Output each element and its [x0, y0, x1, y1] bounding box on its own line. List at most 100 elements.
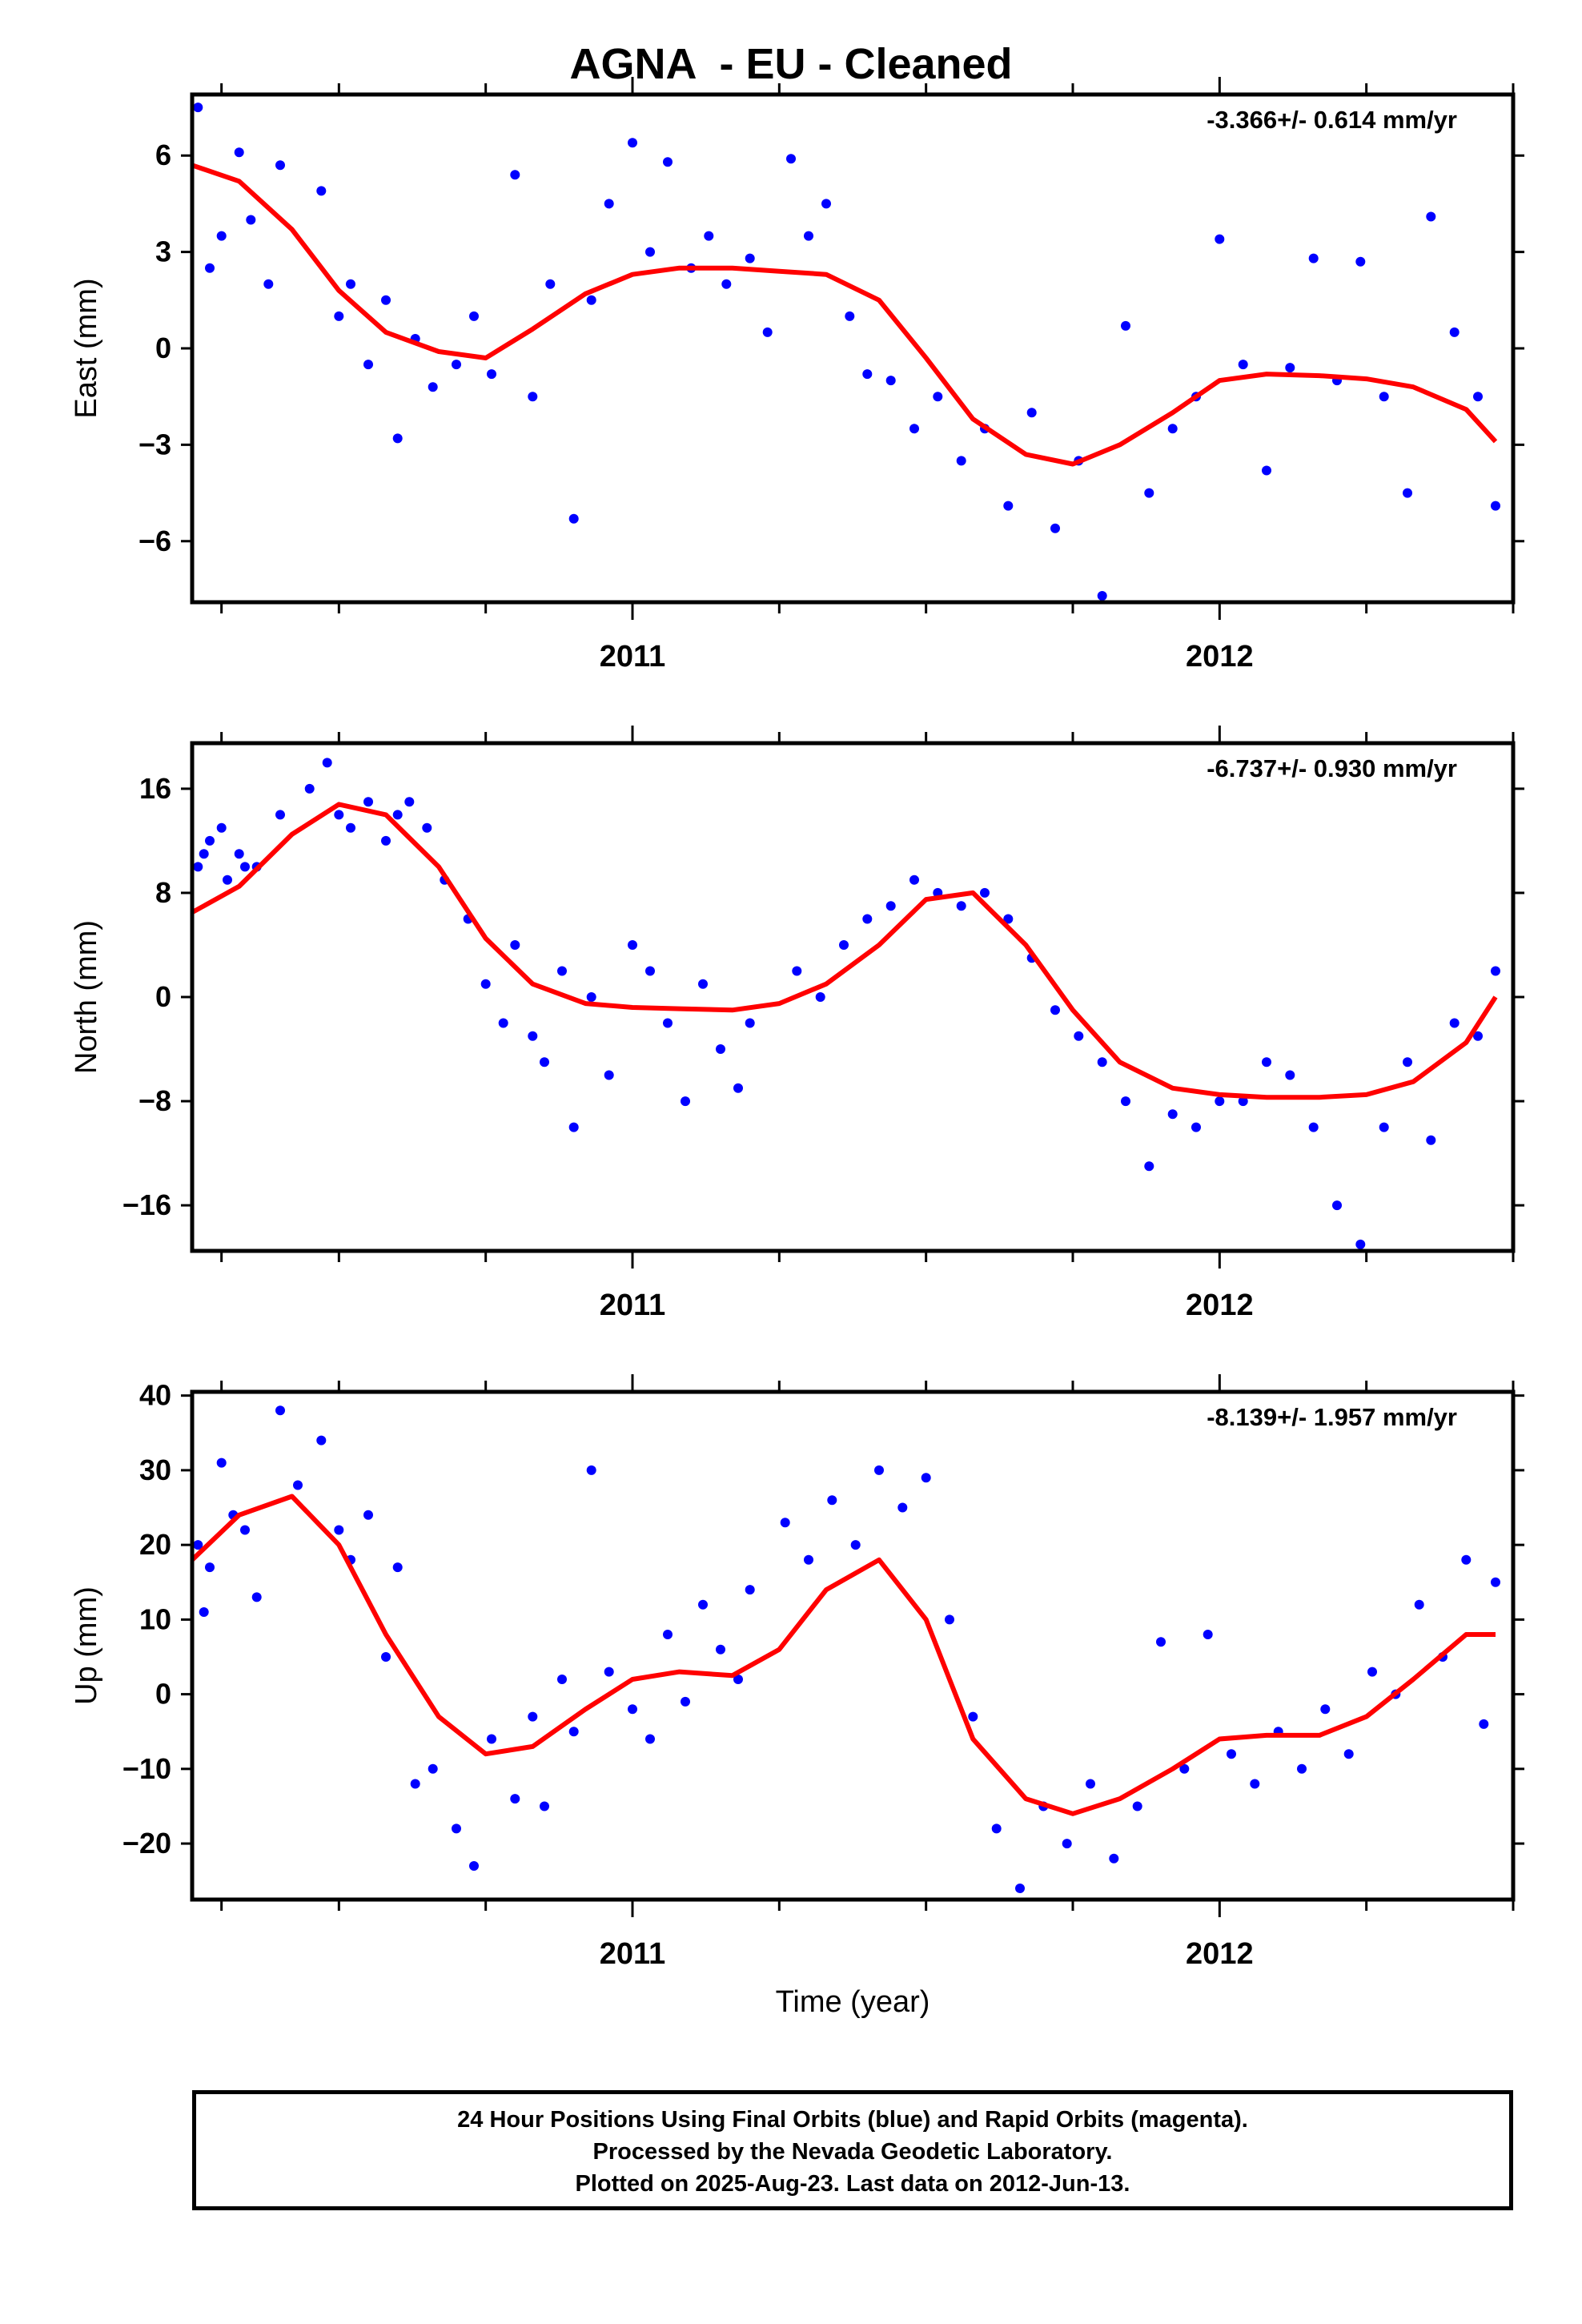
north-data-point	[1097, 1057, 1107, 1068]
east-data-point	[234, 147, 244, 158]
north-data-point	[540, 1057, 549, 1068]
north-data-point	[663, 1018, 673, 1028]
up-data-point	[897, 1502, 908, 1513]
east-ytick-label: −3	[139, 428, 171, 460]
north-data-point	[1379, 1122, 1389, 1132]
north-data-point	[205, 835, 215, 846]
east-data-point	[745, 253, 755, 263]
east-data-point	[1403, 488, 1412, 498]
east-data-point	[804, 231, 813, 241]
up-data-point	[1414, 1599, 1424, 1610]
east-plot-frame	[190, 92, 1516, 605]
east-data-point	[1285, 363, 1295, 373]
east-data-point	[316, 186, 327, 196]
footer-info-box: 24 Hour Positions Using Final Orbits (bl…	[192, 2090, 1513, 2210]
north-data-point	[604, 1070, 614, 1080]
up-data-point	[540, 1801, 549, 1811]
up-data-point	[363, 1510, 373, 1520]
up-data-point	[968, 1711, 978, 1722]
north-data-point	[698, 979, 708, 989]
east-data-point	[1215, 234, 1225, 244]
east-data-point	[346, 279, 355, 289]
north-fit-line	[192, 802, 1498, 1100]
north-data-point	[363, 797, 373, 807]
north-data-point	[1355, 1239, 1366, 1249]
north-data-point	[716, 1044, 725, 1054]
up-data-point	[1367, 1667, 1377, 1677]
up-data-point	[216, 1458, 227, 1468]
up-data-point	[1179, 1763, 1190, 1774]
east-data-point	[628, 138, 637, 148]
east-data-point	[1238, 360, 1248, 370]
up-data-point	[874, 1465, 884, 1475]
up-data-point	[628, 1704, 637, 1715]
east-data-point	[246, 215, 256, 225]
north-data-point	[1121, 1096, 1130, 1107]
up-data-point	[1479, 1719, 1489, 1729]
up-data-point	[410, 1779, 420, 1789]
footer-line-1: 24 Hour Positions Using Final Orbits (bl…	[457, 2107, 1248, 2133]
north-data-point	[1491, 966, 1500, 976]
north-data-point	[645, 966, 655, 976]
east-data-point	[568, 513, 579, 524]
east-data-point	[1449, 327, 1460, 337]
north-data-point	[240, 862, 250, 872]
up-data-point	[1109, 1853, 1119, 1864]
north-data-point	[862, 914, 873, 924]
up-data-point	[827, 1495, 837, 1506]
north-ytick-label: 0	[155, 980, 171, 1013]
east-data-point	[1050, 523, 1060, 533]
east-data-point	[663, 157, 673, 167]
up-data-point	[452, 1823, 461, 1834]
north-data-point	[745, 1018, 755, 1028]
up-x-axis-label: Time (year)	[776, 1985, 930, 2019]
north-points	[193, 758, 1500, 1249]
north-data-point	[275, 810, 285, 820]
east-data-point	[586, 295, 596, 305]
north-data-point	[815, 992, 825, 1002]
east-data-point	[786, 154, 796, 164]
north-data-point	[322, 758, 332, 768]
east-data-point	[1167, 424, 1178, 434]
up-data-point	[698, 1599, 708, 1610]
east-data-point	[1355, 256, 1366, 267]
north-data-point	[498, 1018, 508, 1028]
north-data-point	[193, 862, 203, 872]
north-data-point	[568, 1122, 579, 1132]
up-data-point	[1156, 1637, 1166, 1647]
up-data-point	[586, 1465, 596, 1475]
north-data-point	[334, 810, 344, 820]
north-data-point	[216, 822, 227, 833]
up-data-point	[487, 1734, 496, 1744]
north-data-point	[392, 810, 403, 820]
up-data-point	[1491, 1577, 1500, 1587]
up-points	[193, 1405, 1500, 1893]
east-ytick-label: 6	[155, 139, 171, 171]
east-ytick-label: 0	[155, 332, 171, 364]
east-data-point	[933, 392, 943, 402]
up-data-point	[381, 1652, 391, 1662]
east-data-point	[469, 311, 479, 321]
east-data-point	[334, 311, 344, 321]
north-data-point	[381, 835, 391, 846]
up-data-point	[745, 1585, 755, 1595]
east-xtick-label: 2012	[1186, 640, 1254, 673]
east-data-point	[263, 279, 274, 289]
east-data-point	[193, 103, 203, 113]
east-points	[193, 103, 1500, 601]
north-data-point	[404, 797, 415, 807]
up-data-point	[1297, 1763, 1307, 1774]
north-data-point	[1167, 1109, 1178, 1120]
up-data-point	[510, 1794, 520, 1804]
up-data-point	[316, 1435, 327, 1445]
east-data-point	[862, 369, 873, 380]
east-data-point	[909, 424, 919, 434]
east-data-point	[704, 231, 714, 241]
up-xtick-label: 2012	[1186, 1937, 1254, 1971]
east-data-point	[487, 369, 496, 380]
east-data-point	[363, 360, 373, 370]
up-data-point	[557, 1675, 567, 1684]
up-data-point	[780, 1518, 790, 1528]
east-data-point	[721, 279, 732, 289]
east-data-point	[528, 392, 538, 402]
